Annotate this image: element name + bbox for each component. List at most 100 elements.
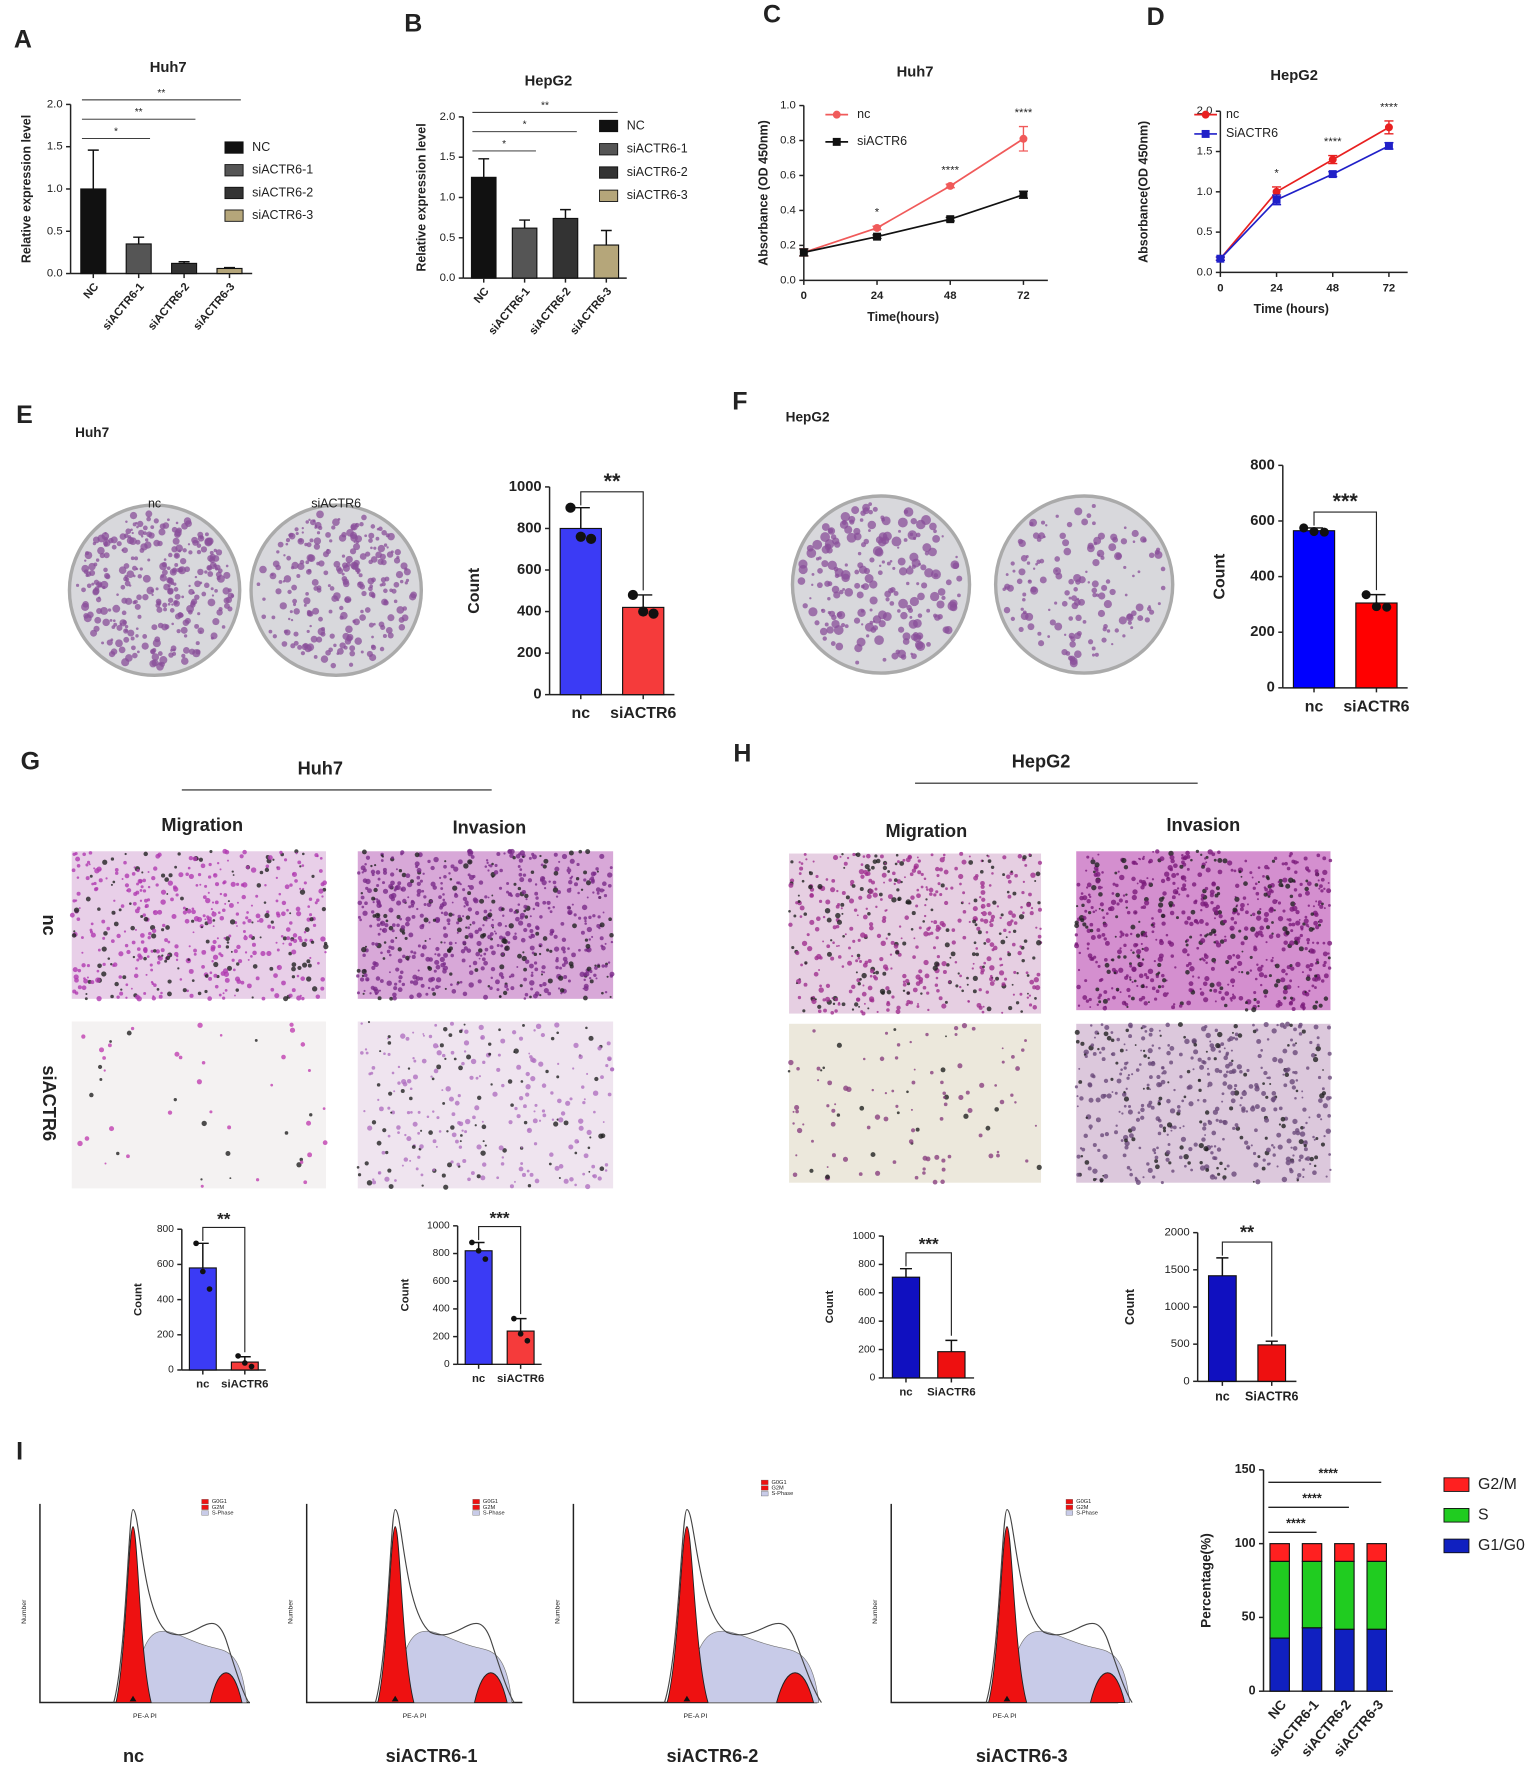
cell [989, 965, 995, 971]
colony [1086, 544, 1095, 553]
cell [879, 854, 884, 859]
colony [1075, 614, 1082, 622]
cell [607, 883, 612, 888]
cell [463, 1040, 470, 1046]
cell [1183, 1035, 1186, 1039]
cell [502, 938, 508, 945]
cell [1214, 1000, 1217, 1003]
cell [904, 876, 906, 879]
cell [78, 907, 81, 910]
cell [440, 881, 443, 885]
cell [983, 941, 987, 945]
colony [902, 638, 910, 645]
cell [417, 944, 421, 948]
colony [1157, 602, 1161, 606]
colony [118, 566, 127, 575]
column-label: Migration [886, 821, 968, 841]
cell [554, 1022, 560, 1028]
series-line [803, 138, 1024, 254]
cell [188, 856, 193, 861]
cell [578, 1125, 584, 1131]
colony [356, 568, 361, 573]
colony [1069, 641, 1076, 648]
cell [1095, 1117, 1101, 1123]
cell [1264, 1136, 1268, 1140]
cell [1158, 1029, 1161, 1032]
cell [1223, 1055, 1228, 1061]
cell [1302, 1175, 1305, 1179]
flow-legend-label: G2M [772, 1486, 785, 1492]
colony [370, 524, 376, 529]
cell [1294, 1128, 1300, 1133]
cell [1183, 1153, 1189, 1160]
colony [308, 518, 311, 522]
cell [1255, 931, 1259, 934]
cell [988, 1153, 994, 1159]
cell [405, 1036, 410, 1041]
cell [291, 975, 296, 979]
cell [1080, 1154, 1084, 1158]
cell [1022, 880, 1025, 883]
cell [357, 915, 361, 919]
cell [1295, 910, 1300, 915]
colony [192, 649, 201, 658]
cell [242, 921, 246, 925]
cell [512, 856, 516, 860]
flow-legend-swatch [761, 1485, 769, 1491]
cell [1183, 1095, 1187, 1099]
cell [166, 893, 169, 895]
cell [436, 1064, 442, 1070]
colony [375, 536, 380, 541]
y-tick-label: 0.0 [47, 268, 63, 280]
cell [1230, 967, 1235, 972]
y-tick-label: 1.0 [780, 100, 796, 112]
cell [1207, 1056, 1211, 1061]
cell [179, 978, 183, 981]
cell [887, 894, 893, 900]
colony [862, 507, 870, 515]
cell [212, 873, 218, 878]
sample-label: siACTR6-3 [976, 1746, 1068, 1766]
cell [548, 880, 551, 883]
colony [310, 635, 318, 643]
cell [540, 863, 544, 867]
cell [1234, 1032, 1239, 1037]
cell [1086, 928, 1091, 933]
cell [463, 1023, 466, 1026]
colony [303, 603, 307, 607]
cell [218, 993, 222, 997]
cell [1008, 930, 1011, 934]
cell [1180, 886, 1186, 892]
cell [1015, 1066, 1020, 1071]
cell [370, 869, 376, 875]
cell [1320, 979, 1325, 983]
significance-bracket [1313, 511, 1378, 591]
colony [1123, 526, 1127, 530]
cell [452, 885, 458, 891]
y-tick-label: 0.0 [1197, 266, 1213, 278]
cell [1133, 910, 1138, 915]
data-point [1384, 123, 1393, 132]
cell [413, 951, 417, 955]
cell [865, 907, 868, 911]
colony [342, 580, 350, 588]
colony [1071, 595, 1078, 602]
cell [506, 881, 510, 885]
cell [1151, 878, 1155, 881]
cell [1282, 1073, 1285, 1076]
colony [916, 519, 926, 530]
cell [1022, 855, 1027, 860]
colony [874, 635, 884, 646]
colony [1144, 617, 1150, 623]
cell [837, 955, 842, 959]
cell [925, 1156, 931, 1162]
cell [432, 1043, 439, 1049]
cell [1082, 895, 1088, 901]
cell [362, 953, 366, 958]
colony [1094, 652, 1099, 657]
cell [1090, 905, 1094, 910]
cell [1162, 992, 1168, 998]
cell [1316, 853, 1321, 858]
colony [278, 580, 283, 584]
cell [377, 1171, 382, 1175]
